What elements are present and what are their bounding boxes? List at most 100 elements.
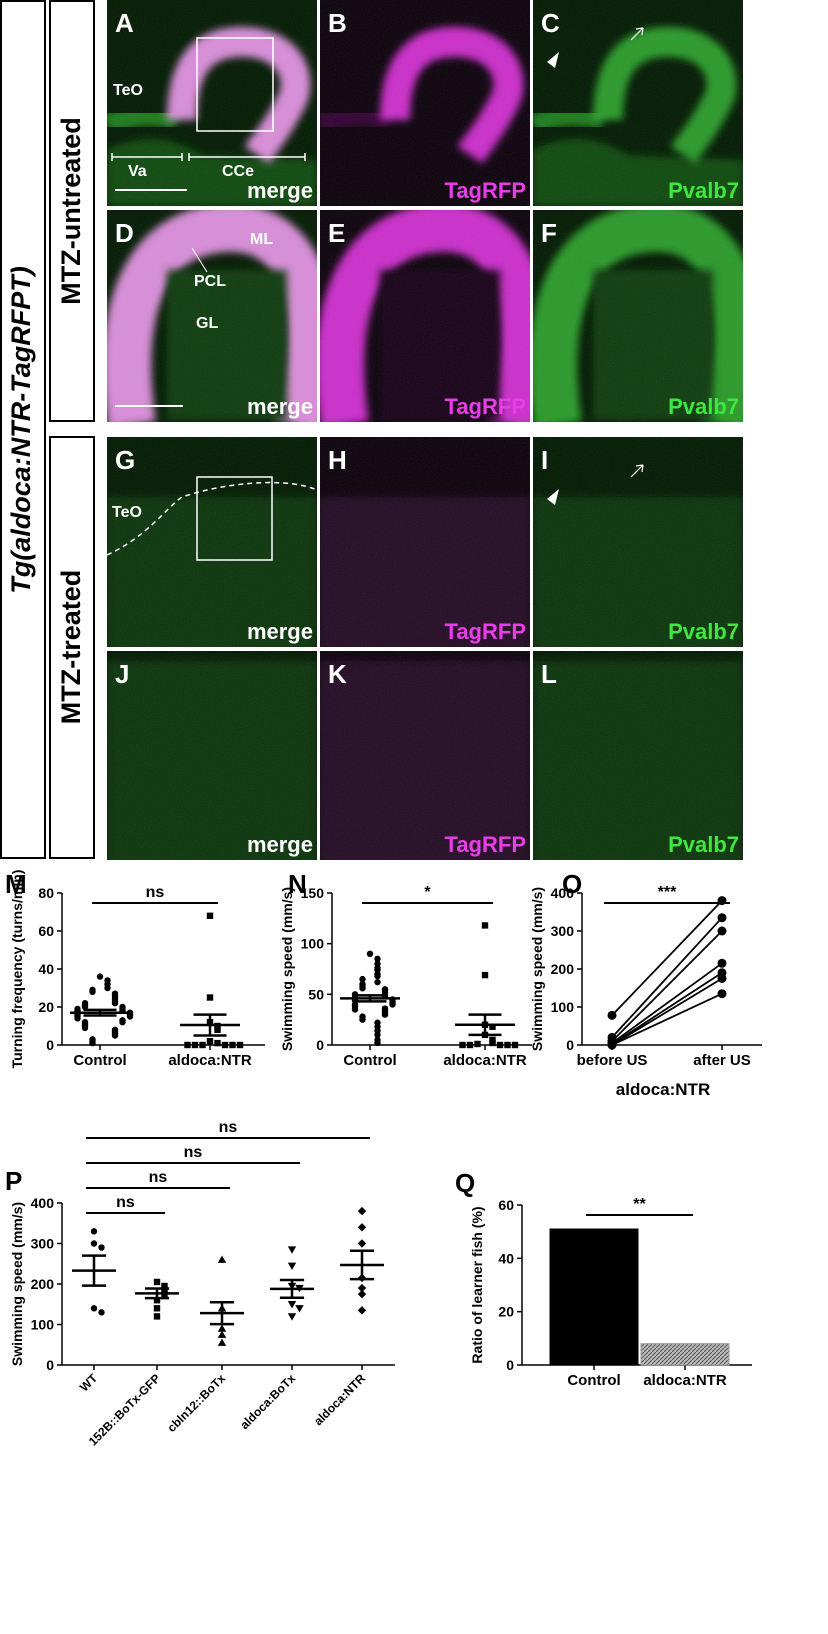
micrograph — [533, 651, 743, 860]
micrograph — [533, 437, 743, 647]
data-point — [607, 1010, 617, 1020]
noise — [533, 437, 743, 647]
caption: Pvalb7 — [668, 178, 739, 203]
row-label: MTZ-untreated — [56, 117, 86, 304]
y-tick-label: 200 — [551, 961, 575, 977]
pair-line — [611, 930, 723, 1042]
data-point — [153, 1297, 161, 1304]
noise — [533, 0, 743, 206]
data-point — [236, 1041, 244, 1049]
data-point — [459, 1041, 466, 1049]
y-tick-label: 60 — [38, 923, 54, 939]
data-point — [717, 974, 727, 983]
annotation: TeO — [113, 82, 143, 99]
panel-letter: Q — [455, 1168, 475, 1198]
data-point — [89, 988, 96, 995]
micrograph — [320, 437, 530, 647]
sem-bar — [193, 1013, 227, 1037]
significance-label: ns — [184, 1144, 203, 1161]
x-tick-label: WT — [77, 1371, 101, 1395]
data-point — [287, 1301, 297, 1309]
panel-letter: J — [115, 659, 129, 689]
y-tick-label: 100 — [551, 999, 575, 1015]
y-tick-label: 0 — [46, 1037, 54, 1053]
panel-letter: D — [115, 218, 134, 248]
pair-line — [611, 917, 723, 1039]
noise — [107, 0, 317, 206]
y-tick-label: 150 — [301, 885, 325, 901]
data-point — [357, 1306, 367, 1315]
data-point — [126, 1013, 134, 1020]
data-point — [111, 1000, 119, 1007]
sem-bar — [349, 1249, 375, 1281]
micrograph — [107, 651, 317, 860]
data-point — [104, 984, 111, 992]
data-point — [214, 1039, 221, 1047]
arrowhead — [547, 52, 559, 68]
noise — [320, 437, 530, 647]
side-label: Tg(aldoca:NTR-TagRFPT) — [6, 266, 36, 593]
x-tick-label: aldoca:NTR — [168, 1052, 252, 1069]
y-tick-label: 0 — [566, 1037, 574, 1053]
sem-bar — [279, 1278, 305, 1300]
data-point — [374, 972, 381, 980]
y-axis-label: Swimming speed (mm/s) — [529, 887, 545, 1051]
data-point — [489, 1039, 496, 1047]
caption: merge — [247, 619, 313, 644]
x-tick-label: aldoca:NTR — [643, 1372, 727, 1389]
pair-line — [611, 977, 723, 1046]
y-tick-label: 200 — [31, 1276, 55, 1292]
caption: TagRFP — [445, 178, 526, 203]
sem-bar — [83, 1008, 117, 1017]
x-tick-label: after US — [693, 1052, 751, 1069]
row-label-box — [49, 436, 95, 859]
data-point — [374, 955, 381, 963]
y-tick-label: 300 — [31, 1236, 55, 1252]
inset-box — [196, 476, 273, 561]
sem-bar — [468, 1013, 502, 1037]
data-point — [481, 971, 489, 979]
data-point — [381, 1011, 389, 1018]
data-point — [287, 1246, 297, 1254]
x-tick-label: Control — [343, 1052, 396, 1069]
caption: Pvalb7 — [668, 619, 739, 644]
noise — [320, 0, 530, 206]
x-axis-label: aldoca:NTR — [616, 1080, 710, 1099]
data-point — [607, 1040, 617, 1050]
y-tick-label: 0 — [506, 1357, 514, 1373]
micrograph — [320, 210, 530, 422]
data-point — [161, 1286, 168, 1294]
data-point — [481, 922, 489, 929]
significance-label: ns — [219, 1119, 238, 1136]
bar — [640, 1343, 730, 1366]
data-point — [90, 1240, 98, 1247]
data-point — [489, 1023, 496, 1030]
data-point — [504, 1041, 511, 1049]
micrograph — [320, 651, 530, 860]
panel-letter: A — [115, 8, 134, 38]
caption: Pvalb7 — [668, 394, 739, 419]
y-tick-label: 20 — [38, 999, 54, 1015]
noise — [107, 651, 317, 860]
x-tick-label: Control — [73, 1052, 126, 1069]
data-point — [161, 1282, 168, 1290]
data-point — [389, 1001, 396, 1008]
annotation: GL — [196, 315, 218, 332]
data-point — [90, 1305, 98, 1312]
y-tick-label: 80 — [38, 885, 54, 901]
significance-label: * — [424, 884, 431, 901]
sem-bar — [144, 1287, 170, 1300]
y-tick-label: 300 — [551, 923, 575, 939]
data-point — [98, 1244, 105, 1251]
data-point — [359, 1016, 366, 1023]
data-point — [217, 1330, 227, 1338]
y-axis-label: Swimming speed (mm/s) — [9, 1202, 25, 1366]
data-point — [295, 1305, 304, 1313]
data-point — [357, 1239, 367, 1248]
data-point — [89, 1039, 96, 1047]
significance-label: ns — [146, 884, 165, 901]
y-axis-label: Turning frequency (turns/min) — [9, 870, 25, 1069]
x-tick-label: Control — [567, 1372, 620, 1389]
bar — [549, 1228, 639, 1366]
y-axis-label: Swimming speed (mm/s) — [279, 887, 295, 1051]
